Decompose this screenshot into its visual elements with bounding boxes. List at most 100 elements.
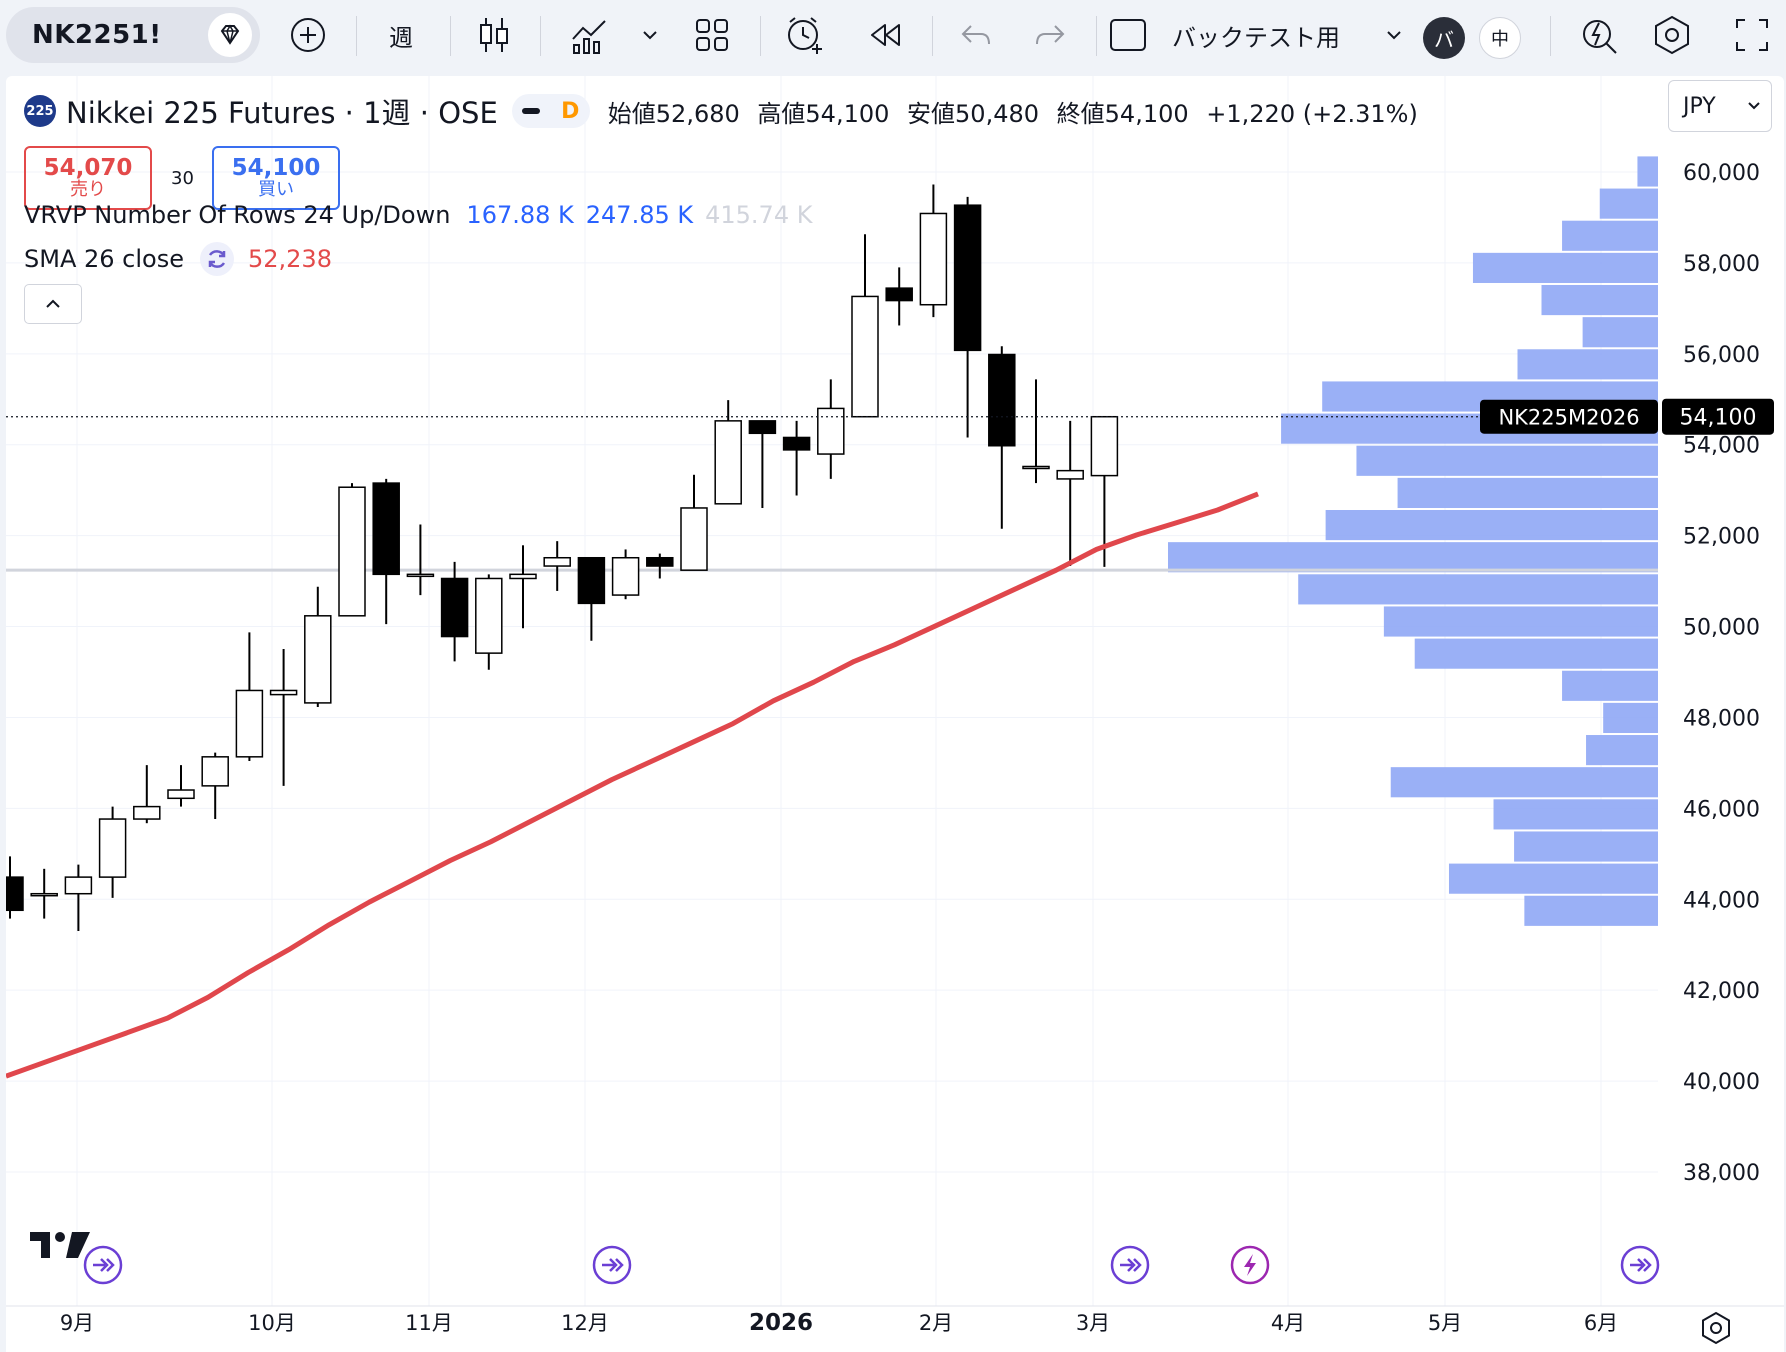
candle-body — [304, 615, 332, 704]
vrvp-name: VRVP Number Of Rows 24 Up/Down — [24, 201, 451, 229]
refresh-icon[interactable] — [199, 242, 234, 276]
candle-body — [338, 486, 366, 617]
chevron-down-icon[interactable] — [1382, 9, 1406, 61]
collapse-legend-button[interactable] — [24, 284, 82, 324]
avatar[interactable]: 中 — [1479, 17, 1521, 59]
price-tick-label: 44,000 — [1683, 888, 1760, 913]
candle-body — [1056, 469, 1084, 480]
indicators-icon[interactable] — [566, 9, 612, 61]
high-label: 高値 — [757, 99, 806, 128]
volume-profile-bar — [1586, 735, 1658, 766]
symbol-price-label-bg — [1480, 399, 1658, 434]
layout-name-button[interactable]: バックテスト用 — [1172, 23, 1340, 52]
settings-hex-icon[interactable] — [1650, 9, 1694, 61]
chart-panel[interactable]: 60,000 58,000 56,000 54,000 52,000 50,000 48,0… — [6, 76, 1784, 1352]
price-tick-label: 52,000 — [1683, 525, 1760, 550]
sma-line — [6, 491, 1259, 1079]
candle-body — [714, 420, 742, 505]
chart-legend-title-row: 225 Nikkei 225 Futures · 1週 · OSE D 始値52… — [24, 90, 1428, 132]
candle-body — [1090, 415, 1119, 477]
candle-body — [235, 689, 264, 758]
toolbar-divider — [356, 16, 357, 56]
toolbar-divider — [760, 16, 761, 56]
sma-name: SMA 26 close — [24, 245, 184, 273]
buy-button[interactable]: 54,100 買い — [212, 146, 340, 210]
price-tick-label: 38,000 — [1683, 1161, 1760, 1186]
tradingview-logo[interactable] — [28, 1228, 92, 1266]
candle-body — [133, 805, 161, 820]
price-tick-label: 46,000 — [1683, 797, 1760, 822]
open-label: 始値 — [607, 99, 656, 128]
volume-profile-bar — [1599, 188, 1658, 219]
chevron-up-icon — [46, 299, 60, 308]
volume-profile-bar — [1582, 317, 1658, 348]
price-tick-label: 58,000 — [1683, 252, 1760, 277]
last-price-label-bg — [1662, 398, 1774, 435]
top-toolbar: NK2251! 週 バックテスト用 バ 中 — [0, 0, 1786, 72]
chart-settings-icon[interactable] — [1698, 1310, 1734, 1350]
earnings-event-icon[interactable] — [592, 1245, 632, 1285]
toolbar-divider — [1550, 16, 1551, 56]
templates-grid-icon[interactable] — [690, 9, 734, 61]
interval-button[interactable]: 週 — [389, 23, 413, 52]
lightning-event-icon[interactable] — [1230, 1245, 1270, 1285]
volume-profile-bar — [1517, 349, 1658, 380]
candle-body — [372, 482, 400, 576]
candle-body — [543, 556, 571, 567]
vrvp-legend[interactable]: VRVP Number Of Rows 24 Up/Down 167.88 K … — [24, 201, 812, 229]
candle-body — [1022, 465, 1050, 470]
redo-icon[interactable] — [1028, 9, 1072, 61]
symbol-search-button[interactable]: NK2251! — [6, 7, 260, 63]
time-axis-label: 6月 — [1584, 1311, 1618, 1335]
earnings-event-icon[interactable] — [1620, 1245, 1660, 1285]
diamond-badge-icon[interactable] — [208, 13, 252, 57]
time-axis-label: 4月 — [1271, 1311, 1305, 1335]
symbol-price-label: NK225M2026 — [1498, 406, 1639, 430]
sell-button[interactable]: 54,070 売り — [24, 146, 152, 210]
instrument-title[interactable]: Nikkei 225 Futures · 1週 · OSE — [66, 96, 498, 130]
price-tick-label: 56,000 — [1683, 343, 1760, 368]
avatar[interactable]: バ — [1423, 17, 1465, 59]
undo-icon[interactable] — [954, 9, 998, 61]
price-chart[interactable]: 60,000 58,000 56,000 54,000 52,000 50,000 48,0… — [6, 76, 1784, 1352]
toolbar-divider — [1096, 16, 1097, 56]
quick-search-icon[interactable] — [1578, 9, 1622, 61]
price-tick-label: 60,000 — [1683, 161, 1760, 186]
candle-body — [509, 573, 537, 580]
candle-body — [269, 689, 298, 696]
price-tick-label: 40,000 — [1683, 1070, 1760, 1095]
volume-profile-bar — [1414, 638, 1658, 669]
volume-profile-bar — [1298, 574, 1658, 605]
close-value: 54,100 — [1104, 99, 1189, 128]
candle-body — [98, 818, 127, 878]
toolbar-divider — [450, 16, 451, 56]
alert-clock-icon[interactable] — [782, 9, 828, 61]
currency-label: JPY — [1683, 93, 1716, 119]
last-price-label: 54,100 — [1680, 406, 1757, 431]
add-circle-icon[interactable] — [284, 9, 332, 61]
ohlc-values: 始値52,680 高値54,100 安値50,480 終値54,100 +1,2… — [608, 94, 1428, 129]
chevron-down-icon[interactable] — [638, 9, 662, 61]
candle-body — [440, 577, 469, 638]
candle-body — [953, 204, 982, 352]
chevron-down-icon — [1748, 102, 1760, 110]
volume-profile-bar — [1603, 702, 1658, 734]
toolbar-divider — [540, 16, 541, 56]
vrvp-down-value: 247.85 K — [585, 201, 694, 229]
spread-value: 30 — [171, 168, 194, 189]
replay-icon[interactable] — [862, 9, 908, 61]
currency-select[interactable]: JPY — [1668, 80, 1772, 132]
volume-profile-bar — [1524, 895, 1658, 926]
earnings-event-icon[interactable] — [83, 1245, 123, 1285]
volume-profile-bar — [1168, 542, 1658, 573]
volume-profile-bar — [1448, 863, 1658, 894]
sma-legend[interactable]: SMA 26 close 52,238 — [24, 242, 332, 276]
candle-body — [406, 573, 435, 578]
earnings-event-icon[interactable] — [1110, 1245, 1150, 1285]
session-badge[interactable]: D — [511, 94, 590, 128]
fullscreen-icon[interactable] — [1730, 9, 1774, 61]
high-value: 54,100 — [805, 99, 890, 128]
layout-square-icon[interactable] — [1106, 9, 1150, 61]
buy-label: 買い — [258, 178, 294, 200]
candles-icon[interactable] — [474, 9, 514, 61]
